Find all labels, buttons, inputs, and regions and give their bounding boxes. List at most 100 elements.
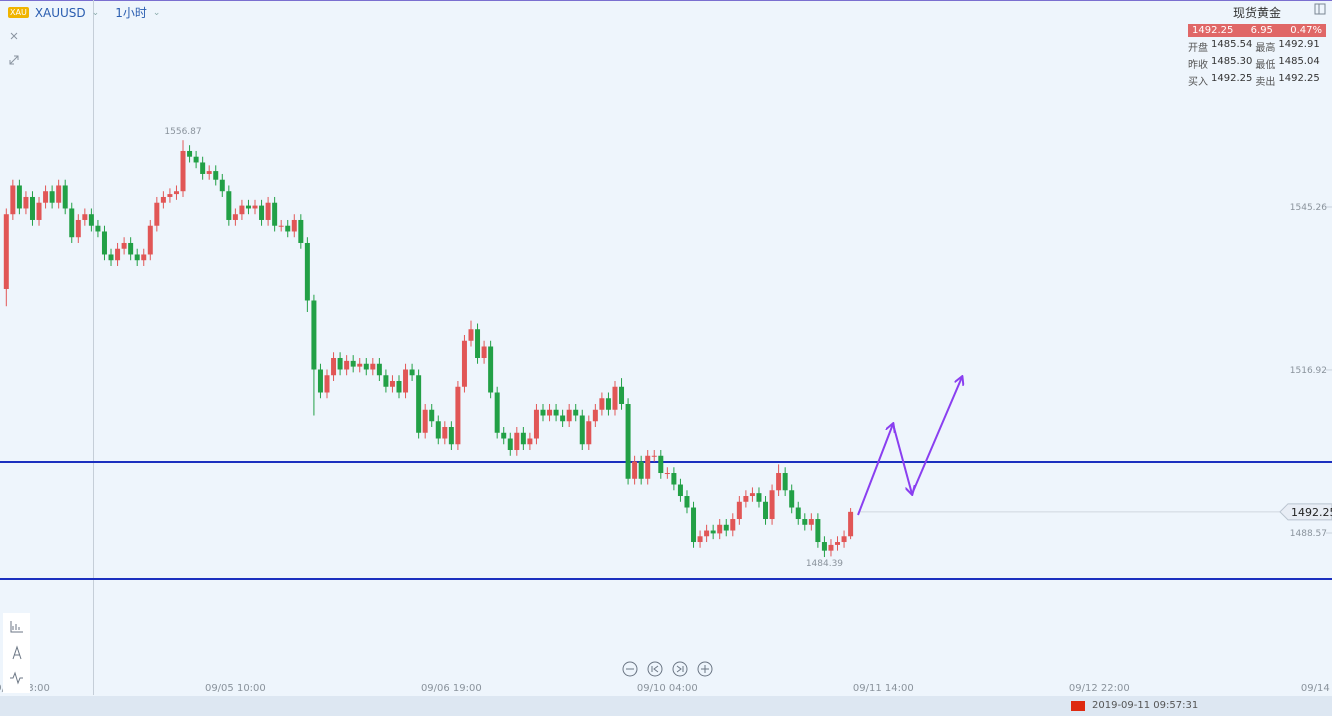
candle-body	[651, 455, 657, 457]
candle-body	[828, 544, 834, 551]
candle-body	[488, 346, 494, 393]
candle-body	[481, 346, 487, 358]
candle-body	[252, 205, 258, 209]
quote-row: 买入 1492.25 卖出 1492.25	[1188, 73, 1326, 88]
candle-body	[272, 202, 278, 226]
expand-icon[interactable]	[9, 55, 19, 65]
candle-body	[10, 185, 16, 215]
candle-body	[363, 363, 369, 370]
candle-body	[520, 432, 526, 445]
candle-body	[344, 360, 350, 370]
quote-name: 现货黄金	[1232, 6, 1281, 20]
quote-row: 昨收 1485.30 最低 1485.04	[1188, 56, 1326, 71]
quote-row: 开盘 1485.54 最高 1492.91	[1188, 39, 1326, 54]
candle-body	[160, 196, 166, 203]
candle-body	[848, 511, 854, 537]
candle-body	[389, 380, 395, 387]
quote-value: 1492.25	[1278, 73, 1320, 84]
quote-value: 1485.54	[1211, 39, 1253, 50]
candle-body	[736, 501, 742, 520]
candle-body	[560, 415, 566, 422]
candle-body	[789, 490, 795, 508]
y-tick-label: 1545.26	[1290, 203, 1327, 213]
candle-body	[632, 461, 638, 479]
candle-body	[154, 202, 160, 226]
candle-body	[29, 196, 35, 220]
candle-body	[291, 219, 297, 232]
scroll-start[interactable]	[647, 661, 663, 677]
x-tick-label: 09/12 22:00	[1069, 683, 1130, 694]
close-icon[interactable]	[10, 32, 18, 40]
candle-body	[586, 421, 592, 445]
candle-body	[403, 369, 409, 393]
symbol-bar: XAU XAUUSD ⌄ 1小时 ⌄	[8, 4, 160, 21]
candle-body	[416, 375, 422, 433]
candle-body	[808, 519, 814, 525]
quote-bar: 1492.25 6.95 0.47%	[1188, 24, 1326, 37]
candle-body	[324, 375, 330, 393]
candle-body	[763, 501, 769, 520]
candle-body	[213, 171, 219, 180]
draw-icon[interactable]	[12, 645, 22, 660]
candle-body	[219, 179, 225, 192]
zoom-in[interactable]	[697, 661, 713, 677]
zoom-out[interactable]	[622, 661, 638, 677]
dropdown[interactable]: ⌄	[152, 7, 161, 18]
quote-price: 1492.25	[1192, 25, 1234, 36]
candle-body	[62, 185, 68, 209]
candle-body	[409, 369, 415, 376]
candle-body	[533, 409, 539, 439]
candle-body	[108, 254, 114, 261]
quote-panel: 现货黄金 1492.25 6.95 0.47% 开盘 1485.54 最高 1492.…	[1188, 4, 1326, 88]
max-label: 1556.87	[164, 127, 201, 137]
candle-body	[147, 225, 153, 255]
candle-body	[43, 191, 49, 203]
candle-body	[514, 432, 520, 451]
candle-body	[3, 214, 9, 289]
candle-body	[475, 329, 481, 358]
candle-body	[350, 360, 356, 367]
toolbar-icons	[10, 621, 23, 685]
candle-body	[285, 225, 291, 232]
candle-body	[743, 496, 749, 502]
candle-body	[547, 409, 553, 416]
candle-body	[396, 380, 402, 393]
candle-body	[429, 409, 435, 422]
symbol[interactable]: XAUUSD	[34, 5, 86, 20]
candle-body	[180, 150, 186, 192]
candle-body	[717, 524, 723, 534]
quote-label: 昨收	[1188, 60, 1208, 71]
layout-icon[interactable]	[1314, 3, 1326, 15]
x-tick-label: 09/06 19:00	[421, 683, 482, 694]
symbol-icon: XAU	[8, 7, 29, 18]
y-tick-label: 1488.57	[1290, 529, 1327, 539]
candle-body	[206, 171, 212, 174]
candle-body	[527, 438, 533, 445]
candle-body	[239, 205, 245, 215]
indicator-icon[interactable]	[10, 621, 23, 633]
candle-body	[507, 438, 513, 451]
candle-body	[56, 185, 62, 203]
candle-body	[658, 455, 664, 474]
candle-body	[841, 536, 847, 543]
candle-body	[376, 363, 382, 376]
candle-body	[298, 219, 304, 243]
wave-icon[interactable]	[10, 671, 23, 685]
candle-body	[645, 455, 651, 479]
quote-label: 开盘	[1188, 43, 1208, 54]
last-price-tag	[1279, 503, 1332, 521]
interval[interactable]: 1小时	[115, 6, 147, 20]
candle-body	[278, 225, 284, 227]
candle-body	[232, 214, 238, 220]
dropdown[interactable]: ⌄	[91, 7, 100, 18]
candle-body	[128, 242, 134, 255]
candle-body	[612, 386, 618, 410]
candle-body	[795, 507, 801, 520]
candle-body	[592, 409, 598, 422]
candle-body	[442, 427, 448, 439]
last-price-label: 1492.25	[1291, 506, 1332, 519]
scroll-end[interactable]	[672, 661, 688, 677]
quote-value: 1485.30	[1211, 56, 1253, 67]
candle-body	[121, 242, 127, 249]
quote-change: 6.95	[1250, 25, 1273, 36]
